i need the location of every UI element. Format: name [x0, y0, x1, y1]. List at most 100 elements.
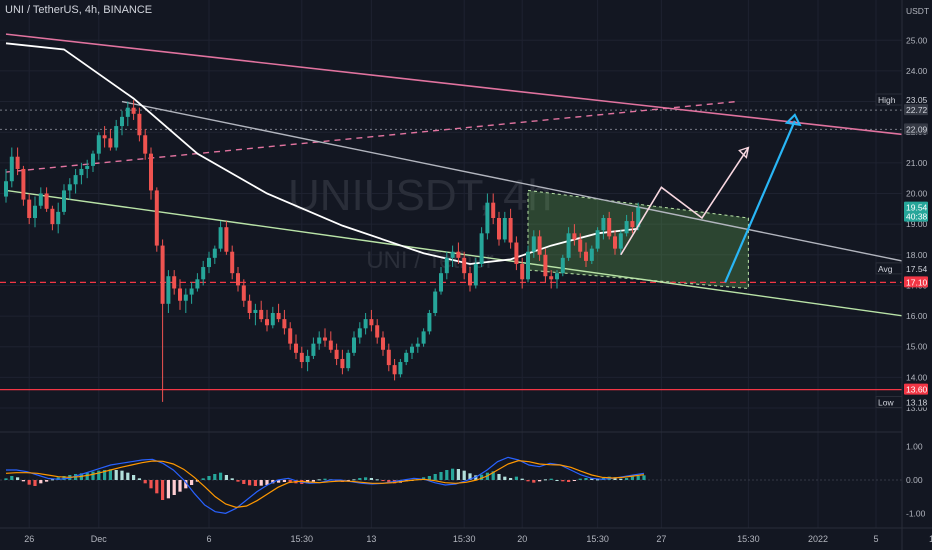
candle-body	[427, 313, 432, 332]
macd-histogram-bar	[207, 476, 211, 480]
x-tick-label: 6	[206, 534, 211, 544]
price-badge	[904, 94, 928, 106]
macd-histogram-bar	[62, 476, 66, 480]
candle-body	[212, 248, 217, 258]
macd-histogram-bar	[108, 469, 112, 480]
symbol-title[interactable]: UNI / TetherUS, 4h, BINANCE	[5, 4, 153, 16]
candle-body	[549, 276, 554, 280]
price-badge	[904, 123, 928, 135]
macd-histogram-bar	[474, 475, 478, 480]
candle-body	[195, 279, 200, 289]
macd-histogram-bar	[39, 480, 43, 484]
candle-body	[578, 239, 583, 252]
candle-body	[9, 156, 14, 182]
candle-body	[363, 319, 368, 329]
candle-body	[247, 300, 252, 313]
candle-body	[288, 328, 293, 344]
candle-body	[299, 352, 304, 363]
candle-body	[311, 343, 316, 356]
price-badge-value: 17.10	[906, 277, 928, 287]
price-badge	[904, 262, 928, 274]
candle-body	[410, 346, 414, 353]
macd-histogram-bar	[491, 471, 495, 480]
candle-body	[230, 251, 235, 274]
macd-histogram-bar	[224, 475, 228, 480]
candle-body	[328, 340, 333, 350]
x-tick-label: 15:30	[586, 534, 609, 544]
target-arrow	[724, 120, 796, 283]
candle-body	[444, 257, 449, 274]
candle-body	[85, 165, 90, 169]
macd-histogram-bar	[526, 480, 530, 482]
macd-histogram-bar	[509, 478, 513, 480]
macd-histogram-bar	[213, 474, 217, 480]
macd-histogram-bar	[161, 480, 165, 500]
candle-body	[531, 236, 536, 252]
macd-histogram-bar	[619, 478, 623, 480]
macd-histogram-bar	[514, 476, 518, 480]
candle-body	[514, 242, 519, 264]
candle-body	[253, 309, 258, 313]
macd-histogram-bar	[613, 477, 617, 480]
candle-body	[491, 202, 496, 218]
candle-body	[456, 251, 461, 258]
macd-histogram-bar	[56, 477, 60, 480]
candle-body	[178, 288, 182, 301]
macd-histogram-bar	[201, 478, 205, 480]
candle-body	[334, 349, 339, 359]
chart-header: UNI / TetherUS, 4h, BINANCE	[5, 4, 152, 16]
candle-body	[433, 291, 438, 313]
candle-body	[120, 116, 124, 127]
candle-body	[282, 319, 287, 329]
macd-histogram-bar	[277, 480, 281, 483]
macd-histogram-bar	[230, 478, 234, 480]
macd-histogram-bar	[456, 469, 460, 480]
moving-average-line	[5, 42, 639, 265]
price-badge-value: 22.72	[906, 105, 928, 115]
macd-histogram-bar	[184, 480, 188, 489]
candle-body	[479, 233, 484, 264]
macd-histogram-bar	[120, 470, 124, 480]
candle-body	[15, 156, 20, 169]
macd-histogram-bar	[253, 480, 257, 486]
candle-body	[468, 273, 472, 286]
candle-body	[201, 267, 206, 280]
macd-histogram-bar	[381, 480, 385, 481]
x-tick-label: 2022	[808, 534, 828, 544]
macd-histogram-bar	[433, 474, 437, 480]
candle-body	[566, 233, 571, 258]
macd-histogram-bar	[317, 479, 321, 481]
price-badge-value: 13.60	[906, 385, 928, 395]
candle-body	[259, 309, 264, 320]
candle-body	[317, 337, 322, 344]
macd-histogram-bar	[532, 480, 536, 483]
price-badge-tag	[875, 93, 903, 106]
macd-histogram-bar	[596, 479, 600, 481]
x-tick-label: 26	[24, 534, 34, 544]
candle-body	[294, 343, 298, 353]
price-badge	[904, 383, 928, 395]
x-tick-label: 15:30	[737, 534, 760, 544]
projection-arrow	[620, 147, 750, 256]
macd-histogram-bar	[358, 478, 362, 480]
macd-signal-line	[5, 460, 645, 508]
candle-body	[183, 294, 188, 301]
candle-body	[526, 251, 530, 280]
macd-histogram-bar	[578, 478, 582, 480]
candle-body	[369, 319, 374, 326]
macd-histogram-bar	[259, 480, 263, 486]
candle-body	[618, 233, 623, 249]
macd-histogram-bar	[288, 480, 292, 483]
candle-body	[270, 313, 275, 326]
price-badge	[904, 276, 928, 288]
candle-body	[450, 251, 455, 258]
x-tick-label: 15:30	[291, 534, 314, 544]
candle-body	[62, 190, 66, 212]
candle-body	[27, 199, 32, 218]
macd-histogram-bar	[166, 480, 170, 499]
macd-histogram-bar	[387, 480, 391, 483]
macd-histogram-bar	[364, 477, 368, 480]
candle-body	[137, 113, 142, 136]
candle-body	[636, 207, 641, 228]
